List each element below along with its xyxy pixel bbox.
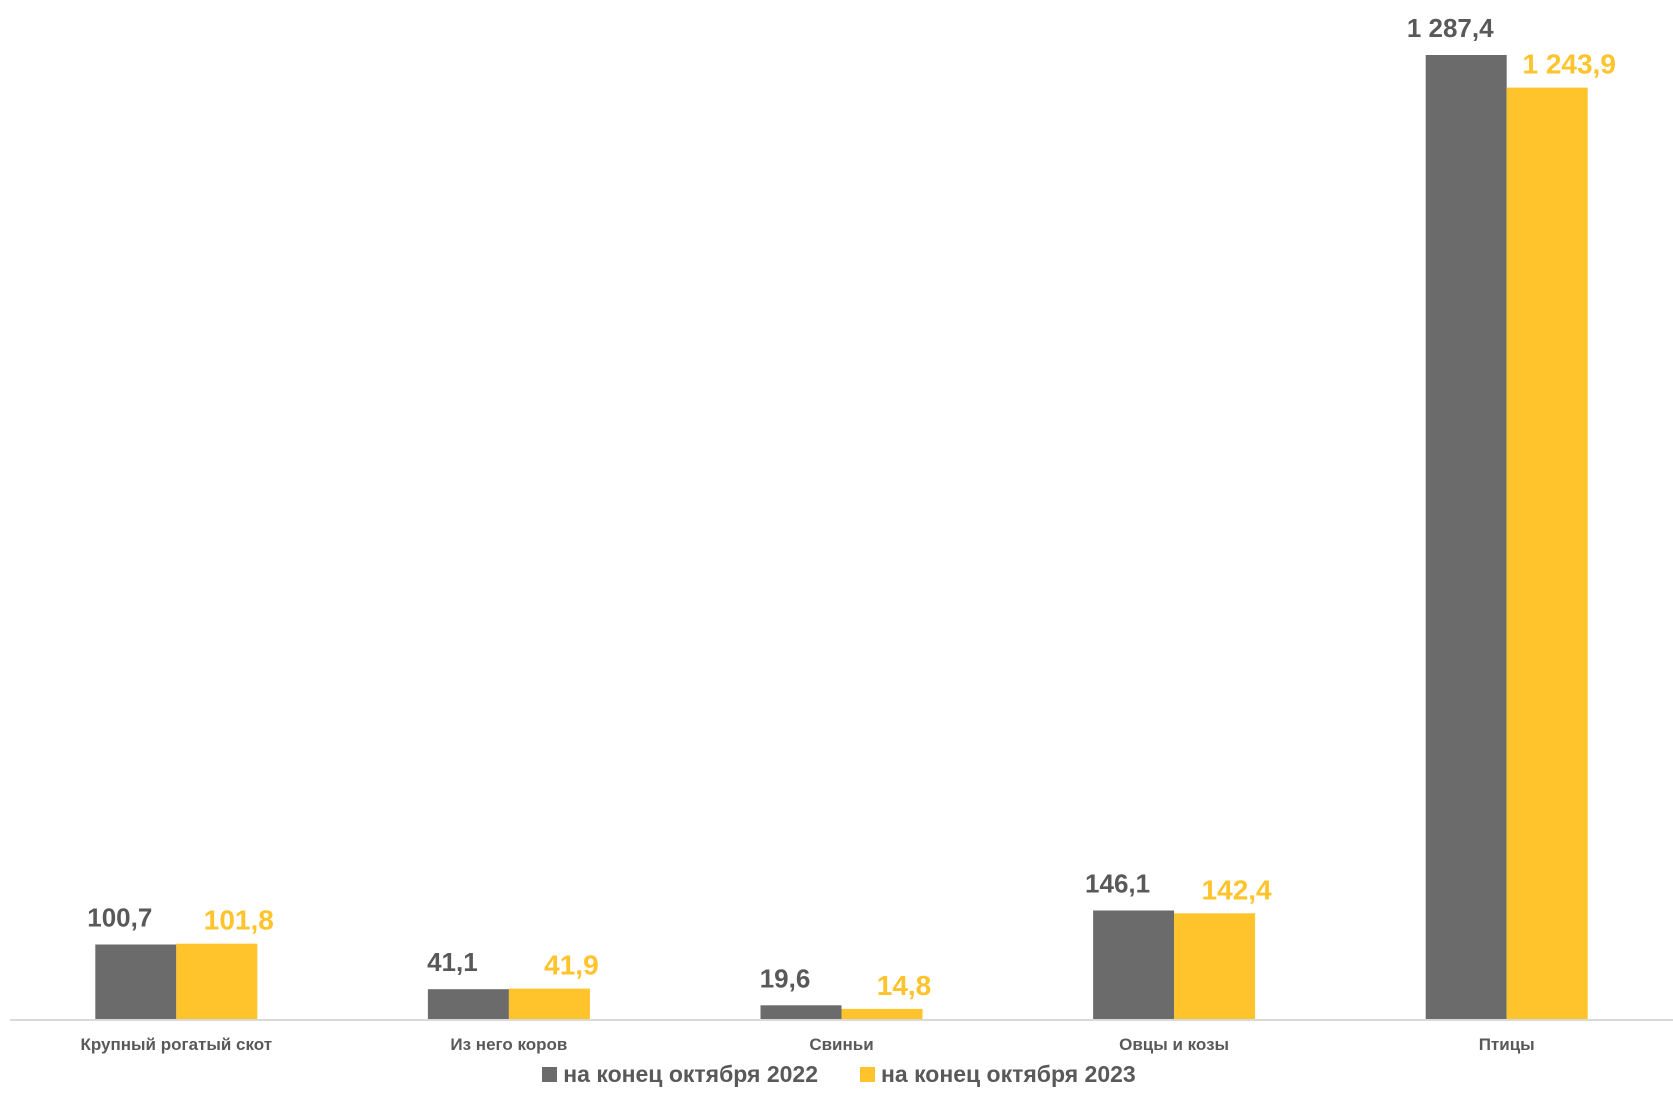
category-label-2: Свиньи <box>809 1035 873 1054</box>
legend-swatch-2022 <box>542 1067 558 1082</box>
category-label-0: Крупный рогатый скот <box>81 1035 273 1054</box>
data-label-2023-1: 41,9 <box>544 950 599 981</box>
bar-2023-2 <box>841 1008 923 1020</box>
category-label-3: Овцы и козы <box>1119 1035 1229 1054</box>
legend-item-2023: на конец октября 2023 <box>860 1061 1136 1088</box>
data-label-2022-1: 41,1 <box>427 947 478 977</box>
data-label-2023-4: 1 243,9 <box>1522 49 1615 80</box>
data-labels-group: 100,7 101,8 41,1 41,9 19,6 14,8 146,1 142,4 1 28… <box>87 13 1616 1001</box>
bar-2022-4 <box>1425 55 1507 1020</box>
data-label-2022-2: 19,6 <box>760 963 811 993</box>
bar-2022-2 <box>760 1005 842 1020</box>
legend: на конец октября 2022 на конец октября 2… <box>0 1061 1673 1088</box>
data-label-2022-0: 100,7 <box>87 903 152 933</box>
bar-2023-1 <box>508 988 590 1020</box>
legend-item-2022: на конец октября 2022 <box>542 1061 818 1088</box>
legend-label-2023: на конец октября 2023 <box>881 1061 1136 1087</box>
legend-label-2022: на конец октября 2022 <box>563 1061 818 1087</box>
category-label-4: Птицы <box>1479 1035 1535 1054</box>
bar-2023-3 <box>1174 913 1256 1020</box>
data-label-2022-3: 146,1 <box>1085 869 1150 899</box>
bar-2022-0 <box>95 944 177 1020</box>
legend-swatch-2023 <box>860 1067 875 1082</box>
data-label-2023-0: 101,8 <box>204 905 274 936</box>
bar-2023-0 <box>176 943 258 1020</box>
data-label-2023-3: 142,4 <box>1202 874 1272 905</box>
data-label-2022-4: 1 287,4 <box>1407 13 1494 43</box>
category-labels-group: Крупный рогатый скот Из него коров Свиньи О… <box>81 1035 1535 1054</box>
bar-2023-4 <box>1506 87 1588 1021</box>
category-label-1: Из него коров <box>450 1035 567 1054</box>
bars-group <box>95 55 1588 1021</box>
bar-2022-1 <box>427 989 509 1020</box>
data-label-2023-2: 14,8 <box>877 970 932 1001</box>
bar-2022-3 <box>1093 910 1175 1020</box>
